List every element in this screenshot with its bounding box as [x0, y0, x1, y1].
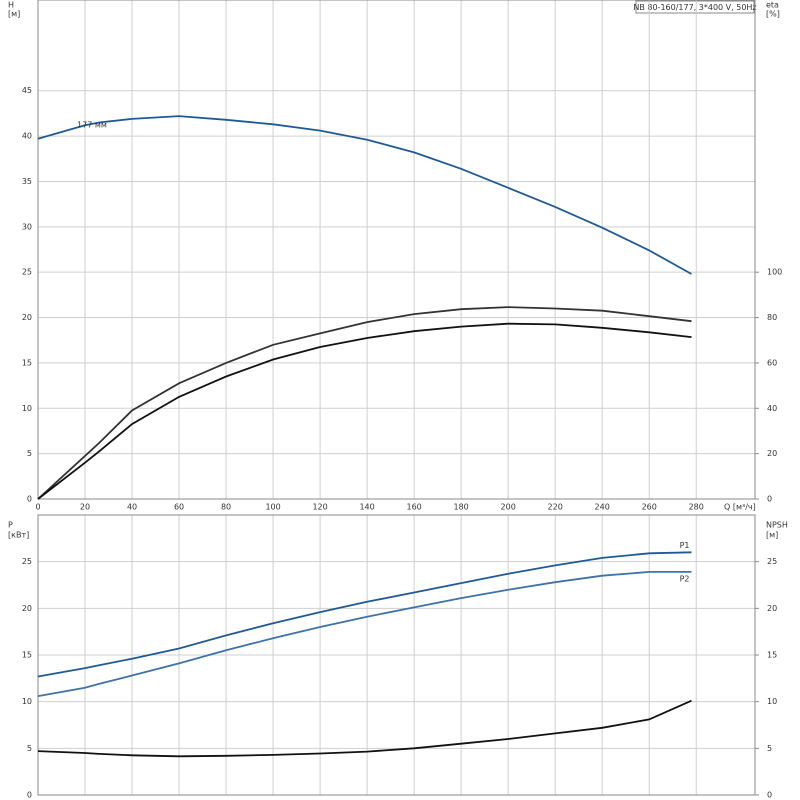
plot-frame — [37, 514, 756, 796]
y-axis-label: P — [8, 521, 13, 530]
y2-tick-label: 25 — [767, 557, 777, 566]
y-axis-unit: [кВт] — [8, 531, 29, 540]
x-tick-label: 160 — [406, 503, 421, 512]
series-label: P2 — [680, 574, 690, 583]
x-tick-label: 60 — [174, 503, 184, 512]
series-line — [37, 322, 692, 500]
y2-tick-label: 20 — [767, 604, 777, 613]
y2-tick-label: 80 — [767, 313, 777, 322]
y2-axis-unit: [%] — [766, 10, 780, 19]
x-tick-label: 100 — [265, 503, 280, 512]
x-tick-label: 240 — [595, 503, 610, 512]
y-tick-label: 25 — [22, 557, 32, 566]
y2-tick-label: 40 — [767, 404, 777, 413]
y2-tick-label: 20 — [767, 449, 777, 458]
plot-frame — [37, 0, 756, 500]
y2-tick-label: 5 — [767, 744, 772, 753]
x-tick-label: 80 — [221, 503, 231, 512]
y2-tick-label: 100 — [767, 268, 782, 277]
y-tick-label: 20 — [22, 313, 32, 322]
series-label: P1 — [680, 541, 690, 550]
series-line — [37, 571, 692, 697]
y2-tick-label: 0 — [767, 495, 772, 504]
x-tick-label: 40 — [127, 503, 137, 512]
x-axis-label: Q [м³/ч] — [724, 503, 756, 512]
y2-tick-label: 60 — [767, 358, 777, 367]
y-tick-label: 20 — [22, 604, 32, 613]
x-tick-label: 20 — [80, 503, 90, 512]
y-tick-label: 10 — [22, 404, 32, 413]
y-tick-label: 0 — [27, 495, 32, 504]
y-tick-label: 30 — [22, 222, 32, 231]
series-line — [37, 551, 692, 678]
series-line — [37, 306, 692, 500]
x-tick-label: 0 — [35, 503, 40, 512]
series-line — [37, 699, 692, 758]
y2-axis-label: eta — [766, 1, 779, 10]
y-tick-label: 35 — [22, 177, 32, 186]
y2-tick-label: 15 — [767, 651, 777, 660]
x-tick-label: 140 — [359, 503, 374, 512]
y-tick-label: 5 — [27, 449, 32, 458]
y-axis-unit: [м] — [8, 10, 20, 19]
y-tick-label: 25 — [22, 268, 32, 277]
y-tick-label: 40 — [22, 132, 32, 141]
x-tick-label: 120 — [312, 503, 327, 512]
series-label: 177 мм — [77, 121, 107, 130]
y2-axis-label: NPSH — [766, 521, 788, 530]
chart-title: NB 80-160/177, 3*400 V, 50Hz — [633, 3, 756, 12]
y-tick-label: 10 — [22, 697, 32, 706]
y-axis-label: H — [8, 1, 14, 10]
y2-tick-label: 0 — [767, 791, 772, 800]
x-tick-label: 220 — [548, 503, 563, 512]
y-tick-label: 0 — [27, 791, 32, 800]
y-tick-label: 45 — [22, 86, 32, 95]
x-tick-label: 280 — [689, 503, 704, 512]
series-line — [37, 115, 692, 275]
x-tick-label: 180 — [454, 503, 469, 512]
y2-tick-label: 10 — [767, 697, 777, 706]
x-tick-label: 260 — [642, 503, 657, 512]
y-tick-label: 5 — [27, 744, 32, 753]
title-box — [635, 0, 755, 14]
y-tick-label: 15 — [22, 358, 32, 367]
x-tick-label: 200 — [501, 503, 516, 512]
y-tick-label: 15 — [22, 651, 32, 660]
y2-axis-unit: [м] — [766, 531, 778, 540]
